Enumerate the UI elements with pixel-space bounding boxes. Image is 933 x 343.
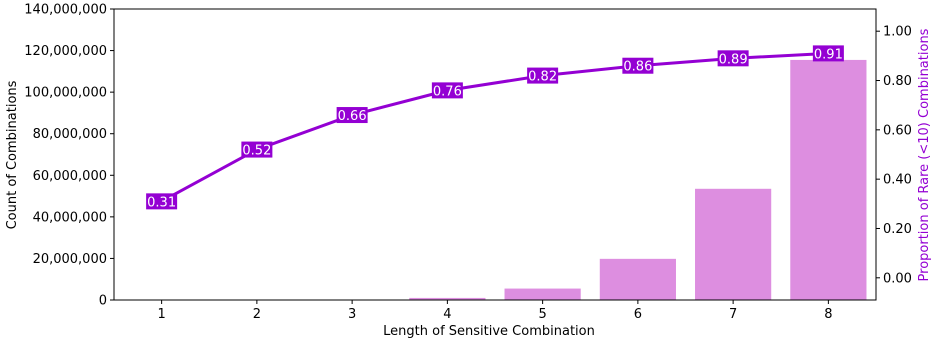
y-left-tick-label: 40,000,000	[33, 210, 107, 225]
data-label: 0.66	[338, 109, 367, 124]
ticks-group: 0 20,000,000 40,000,000 60,000,000 80,000,00…	[24, 3, 912, 323]
data-label-box	[717, 50, 749, 67]
bar	[790, 59, 867, 300]
y-left-tick-label: 100,000,000	[24, 86, 107, 101]
y-left-tick-label: 140,000,000	[24, 3, 107, 18]
proportion-line	[160, 51, 829, 203]
data-label: 0.76	[433, 84, 462, 99]
data-label: 0.31	[147, 195, 176, 210]
data-label: 0.86	[623, 60, 652, 75]
y-left-tick-label: 80,000,000	[33, 127, 107, 142]
data-label-box	[812, 45, 844, 62]
y-right-tick-label: 0.60	[883, 123, 912, 138]
data-label-box	[336, 107, 368, 124]
data-label: 0.82	[528, 70, 557, 85]
y-right-tick-label: 0.80	[883, 74, 912, 89]
bar	[504, 288, 581, 300]
x-tick-label: 3	[348, 307, 356, 322]
data-label-box	[241, 141, 273, 158]
y-left-tick-label: 120,000,000	[24, 44, 107, 59]
y-left-tick-label: 20,000,000	[33, 252, 107, 267]
y-right-tick-label: 0.00	[883, 271, 912, 286]
y-right-tick-label: 0.40	[883, 173, 912, 188]
x-axis-title: Length of Sensitive Combination	[383, 324, 595, 339]
y-left-tick-label: 0	[99, 294, 107, 309]
data-label: 0.91	[814, 47, 843, 62]
x-tick-label: 7	[729, 307, 737, 322]
y-axis-right-title: Proportion of Rare (<10) Combinations	[917, 28, 932, 281]
line-group: 0.31 0.52 0.66 0.76 0.82 0.86 0.89 0.91	[146, 45, 844, 210]
y-axis-left-title: Count of Combinations	[5, 80, 20, 229]
x-tick-label: 2	[253, 307, 261, 322]
x-tick-label: 5	[538, 307, 546, 322]
data-label-box	[146, 193, 178, 210]
data-label: 0.89	[719, 52, 748, 67]
data-label-box	[622, 57, 654, 74]
x-tick-label: 8	[824, 307, 832, 322]
x-tick-label: 6	[634, 307, 642, 322]
data-label-box	[431, 82, 463, 99]
plot-frame	[113, 8, 877, 301]
data-label: 0.52	[242, 144, 271, 159]
bars-group	[409, 59, 867, 300]
bar	[409, 297, 486, 300]
bar	[695, 188, 772, 300]
x-tick-label: 1	[157, 307, 165, 322]
data-label-box	[527, 67, 559, 84]
bar	[599, 258, 676, 300]
axes-group	[113, 8, 877, 301]
y-right-tick-label: 1.00	[883, 25, 912, 40]
y-left-tick-label: 60,000,000	[33, 169, 107, 184]
x-tick-label: 4	[443, 307, 451, 322]
y-right-tick-label: 0.20	[883, 222, 912, 237]
